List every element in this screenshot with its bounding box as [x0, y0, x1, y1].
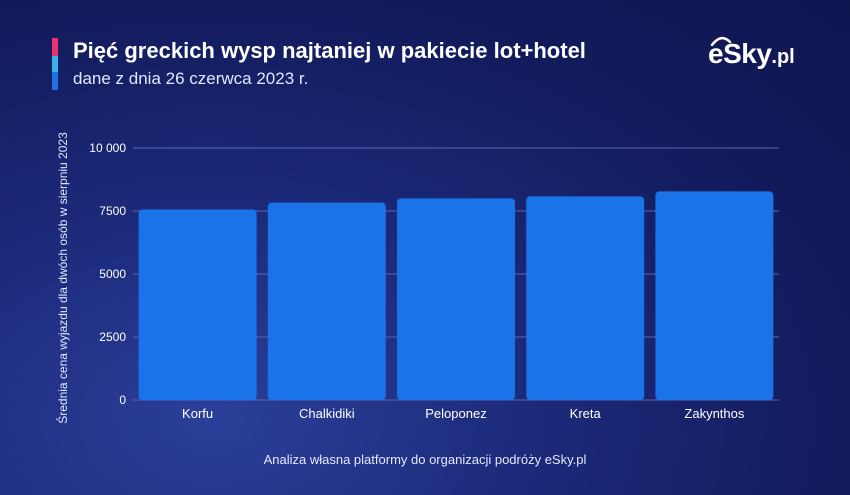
- chart-subtitle: dane z dnia 26 czerwca 2023 r.: [73, 69, 309, 88]
- y-tick-label: 7500: [99, 204, 126, 218]
- accent-bar-cyan: [52, 56, 58, 72]
- tick-layer: 0 2500 5000 7500 10 000 Korfu Chalkidiki Pelopo…: [89, 141, 745, 421]
- y-tick-label: 2500: [99, 330, 126, 344]
- bar-zakynthos: [655, 191, 774, 400]
- y-axis-label: Średnia cena wyjazdu dla dwóch osób w si…: [56, 132, 70, 424]
- y-tick-label: 10 000: [89, 141, 126, 155]
- y-tick-label: 5000: [99, 267, 126, 281]
- x-tick-label: Kreta: [570, 406, 602, 421]
- bar-chalkidiki: [267, 202, 386, 400]
- bar-layer: [138, 191, 774, 400]
- x-tick-label: Korfu: [182, 406, 213, 421]
- logo-domain: .pl: [771, 46, 795, 68]
- bar-kreta: [526, 196, 645, 400]
- logo-arc-icon: [710, 36, 732, 46]
- bar-peloponez: [397, 198, 515, 400]
- esky-logo: eSky.pl: [708, 36, 795, 74]
- y-tick-label: 0: [119, 393, 126, 407]
- logo-wordmark: eSky: [708, 38, 772, 69]
- chart-title: Pięć greckich wysp najtaniej w pakiecie …: [73, 38, 586, 63]
- accent-bar-pink: [52, 38, 58, 56]
- x-tick-label: Peloponez: [425, 406, 486, 421]
- x-tick-label: Zakynthos: [684, 406, 744, 421]
- bar-korfu: [138, 209, 257, 400]
- source-footnote: Analiza własna platformy do organizacji …: [263, 452, 587, 467]
- accent-bar-blue: [52, 72, 58, 90]
- x-tick-label: Chalkidiki: [299, 406, 355, 421]
